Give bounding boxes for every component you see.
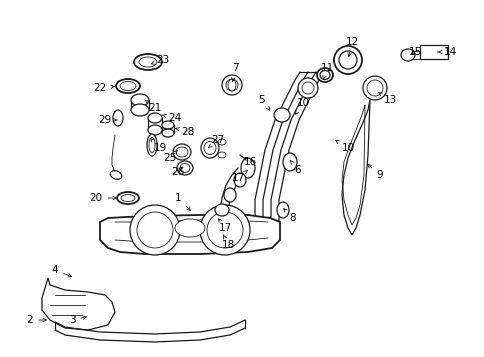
Circle shape bbox=[222, 75, 242, 95]
Ellipse shape bbox=[120, 81, 136, 91]
Ellipse shape bbox=[176, 147, 188, 157]
Text: 19: 19 bbox=[150, 138, 166, 153]
Ellipse shape bbox=[241, 158, 255, 178]
Ellipse shape bbox=[317, 68, 333, 82]
Ellipse shape bbox=[227, 79, 236, 91]
Text: 17: 17 bbox=[218, 219, 231, 233]
Ellipse shape bbox=[148, 113, 162, 123]
Ellipse shape bbox=[148, 125, 162, 135]
Text: 24: 24 bbox=[162, 113, 181, 123]
Ellipse shape bbox=[149, 137, 155, 152]
Text: 8: 8 bbox=[283, 208, 296, 223]
Ellipse shape bbox=[283, 153, 296, 171]
Ellipse shape bbox=[217, 152, 226, 158]
Ellipse shape bbox=[276, 202, 288, 218]
Ellipse shape bbox=[121, 195, 135, 201]
Ellipse shape bbox=[116, 79, 140, 93]
Ellipse shape bbox=[162, 129, 174, 137]
Circle shape bbox=[366, 80, 382, 96]
Text: 1: 1 bbox=[174, 193, 190, 210]
Circle shape bbox=[297, 78, 318, 98]
Text: 29: 29 bbox=[98, 115, 117, 125]
Text: 21: 21 bbox=[145, 100, 161, 113]
Ellipse shape bbox=[175, 219, 205, 237]
Polygon shape bbox=[42, 278, 115, 330]
Ellipse shape bbox=[117, 192, 139, 204]
Ellipse shape bbox=[224, 188, 236, 202]
Text: 15: 15 bbox=[408, 47, 421, 57]
Text: 10: 10 bbox=[295, 98, 309, 114]
Text: 10: 10 bbox=[335, 140, 354, 153]
Ellipse shape bbox=[147, 134, 157, 156]
Ellipse shape bbox=[162, 121, 174, 129]
Circle shape bbox=[199, 205, 249, 255]
Text: 18: 18 bbox=[221, 235, 234, 250]
Ellipse shape bbox=[400, 49, 414, 61]
Text: 17: 17 bbox=[231, 170, 247, 183]
Circle shape bbox=[362, 76, 386, 100]
Polygon shape bbox=[341, 100, 369, 235]
Circle shape bbox=[333, 46, 361, 74]
Ellipse shape bbox=[217, 139, 226, 145]
FancyBboxPatch shape bbox=[419, 45, 447, 59]
Text: 25: 25 bbox=[163, 150, 178, 163]
Text: 3: 3 bbox=[69, 315, 86, 325]
Circle shape bbox=[207, 212, 242, 248]
Ellipse shape bbox=[319, 70, 329, 80]
Text: 22: 22 bbox=[93, 83, 114, 93]
Text: 7: 7 bbox=[231, 63, 238, 81]
Ellipse shape bbox=[214, 204, 228, 216]
Text: 14: 14 bbox=[437, 47, 455, 57]
Circle shape bbox=[302, 82, 313, 94]
Text: 16: 16 bbox=[243, 157, 256, 167]
Ellipse shape bbox=[273, 108, 289, 122]
Polygon shape bbox=[100, 215, 279, 254]
Circle shape bbox=[136, 212, 173, 248]
Text: 20: 20 bbox=[89, 193, 116, 203]
Ellipse shape bbox=[139, 57, 157, 67]
Ellipse shape bbox=[173, 144, 191, 160]
Ellipse shape bbox=[200, 138, 219, 158]
Circle shape bbox=[226, 79, 238, 91]
Ellipse shape bbox=[233, 173, 245, 187]
Ellipse shape bbox=[177, 161, 193, 175]
Ellipse shape bbox=[131, 94, 149, 106]
Text: 13: 13 bbox=[378, 92, 396, 105]
Circle shape bbox=[338, 51, 356, 69]
Ellipse shape bbox=[131, 104, 149, 116]
Text: 11: 11 bbox=[320, 63, 333, 79]
Text: 4: 4 bbox=[52, 265, 72, 277]
Circle shape bbox=[130, 205, 180, 255]
Text: 27: 27 bbox=[208, 135, 224, 148]
Text: 5: 5 bbox=[258, 95, 269, 110]
Text: 12: 12 bbox=[345, 37, 358, 56]
Text: 26: 26 bbox=[171, 167, 184, 177]
Ellipse shape bbox=[110, 171, 121, 179]
Text: 6: 6 bbox=[289, 160, 301, 175]
Text: 9: 9 bbox=[367, 165, 382, 180]
Ellipse shape bbox=[113, 110, 123, 126]
Text: 23: 23 bbox=[151, 55, 169, 65]
Ellipse shape bbox=[180, 164, 190, 172]
Ellipse shape bbox=[204, 141, 215, 155]
Text: 2: 2 bbox=[27, 315, 46, 325]
Ellipse shape bbox=[134, 54, 162, 70]
Text: 28: 28 bbox=[175, 127, 194, 137]
